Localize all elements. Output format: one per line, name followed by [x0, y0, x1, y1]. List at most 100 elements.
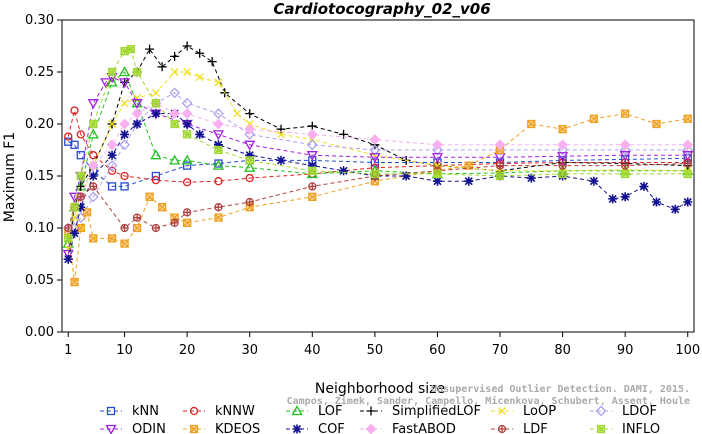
x-tick-label: 30 [241, 343, 258, 358]
legend-marker [367, 407, 376, 416]
data-point [121, 240, 128, 247]
data-point [590, 115, 597, 122]
legend-label: SimplifiedLOF [392, 404, 481, 419]
data-point [196, 74, 203, 81]
x-tick-label: 60 [429, 343, 446, 358]
data-point [71, 204, 78, 211]
y-tick-label: 0.00 [25, 325, 54, 340]
data-point [464, 177, 473, 186]
legend-label: LOF [318, 404, 343, 419]
x-tick-label: 1 [64, 343, 72, 358]
data-point [246, 157, 253, 164]
data-point [127, 46, 134, 53]
data-point [622, 110, 629, 117]
data-point [309, 167, 316, 174]
legend-label: kNNW [215, 404, 255, 419]
data-point [184, 131, 191, 138]
data-point [90, 152, 97, 159]
legend-label: KDEOS [215, 422, 260, 434]
y-axis-label: Maximum F1 [2, 132, 18, 222]
chart-canvas: Cardiotocography_02_v06 0.000.050.100.15… [0, 0, 702, 434]
legend-item-knnw: kNNW [183, 404, 255, 419]
data-point [109, 69, 116, 76]
data-point [134, 225, 141, 232]
data-point [71, 107, 78, 114]
data-point [90, 235, 97, 242]
data-point [559, 126, 566, 133]
y-tick-label: 0.20 [25, 117, 54, 132]
legend-item-fastabod: FastABOD [360, 422, 456, 434]
data-point [589, 177, 598, 186]
data-point [121, 100, 128, 107]
legend-item-kdeos: KDEOS [183, 422, 260, 434]
data-point [151, 151, 160, 159]
data-point [77, 173, 84, 180]
data-point [608, 194, 617, 203]
data-point [434, 170, 441, 177]
data-point [622, 170, 629, 177]
legend-marker [367, 425, 376, 434]
legend-marker [598, 426, 605, 433]
data-point [170, 52, 179, 61]
data-point [120, 140, 129, 149]
data-point [183, 120, 192, 129]
legend-item-inflo: INFLO [590, 422, 660, 434]
legend-item-knn: kNN [100, 404, 159, 419]
data-point [214, 120, 223, 129]
data-point [195, 49, 204, 58]
legend-label: kNN [132, 404, 159, 419]
data-point [152, 100, 159, 107]
chart-title: Cardiotocography_02_v06 [273, 0, 490, 18]
data-point [652, 198, 661, 207]
data-point [195, 130, 204, 139]
legend-marker [293, 425, 302, 434]
y-tick-label: 0.10 [25, 221, 54, 236]
data-point [621, 192, 630, 201]
data-point [559, 170, 566, 177]
data-point [89, 100, 98, 108]
series-line [68, 114, 687, 260]
data-point [145, 45, 154, 54]
data-point [245, 109, 254, 118]
data-point [134, 69, 141, 76]
data-point [133, 120, 142, 129]
data-point [120, 120, 129, 129]
data-point [215, 147, 222, 154]
data-point [371, 170, 378, 177]
data-point [146, 193, 153, 200]
x-tick-label: 10 [116, 343, 133, 358]
data-point [234, 110, 241, 117]
data-point [184, 69, 191, 76]
data-point [171, 121, 178, 128]
series-kdeos [65, 110, 691, 285]
legend-item-ldf: LDF [491, 422, 548, 434]
y-tick-label: 0.25 [25, 65, 54, 80]
data-point [90, 121, 97, 128]
y-tick-label: 0.05 [25, 273, 54, 288]
data-point [208, 57, 217, 66]
data-point [683, 198, 692, 207]
data-point [684, 170, 691, 177]
data-point [370, 135, 379, 144]
legend: kNN kNNW LOF SimplifiedLOF LoOP LDOFODIN KDEOS… [100, 404, 660, 434]
y-axis: 0.00 0.05 0.10 0.15 0.20 0.25 0.30 [25, 13, 62, 340]
legend-marker [191, 426, 198, 433]
legend-label: LDF [523, 422, 548, 434]
data-point [309, 193, 316, 200]
data-point [159, 204, 166, 211]
data-point [109, 235, 116, 242]
x-tick-label: 70 [492, 343, 509, 358]
series-layer [64, 42, 692, 286]
legend-label: LDOF [622, 404, 657, 419]
x-tick-label: 50 [367, 343, 384, 358]
series-inflo [65, 46, 691, 242]
legend-label: INFLO [622, 422, 660, 434]
data-point [152, 89, 159, 96]
x-tick-label: 40 [304, 343, 321, 358]
x-tick-label: 100 [675, 343, 700, 358]
series-cof [64, 109, 692, 264]
data-point [671, 205, 680, 214]
data-point [639, 182, 648, 191]
legend-label: COF [318, 422, 345, 434]
data-point [215, 214, 222, 221]
